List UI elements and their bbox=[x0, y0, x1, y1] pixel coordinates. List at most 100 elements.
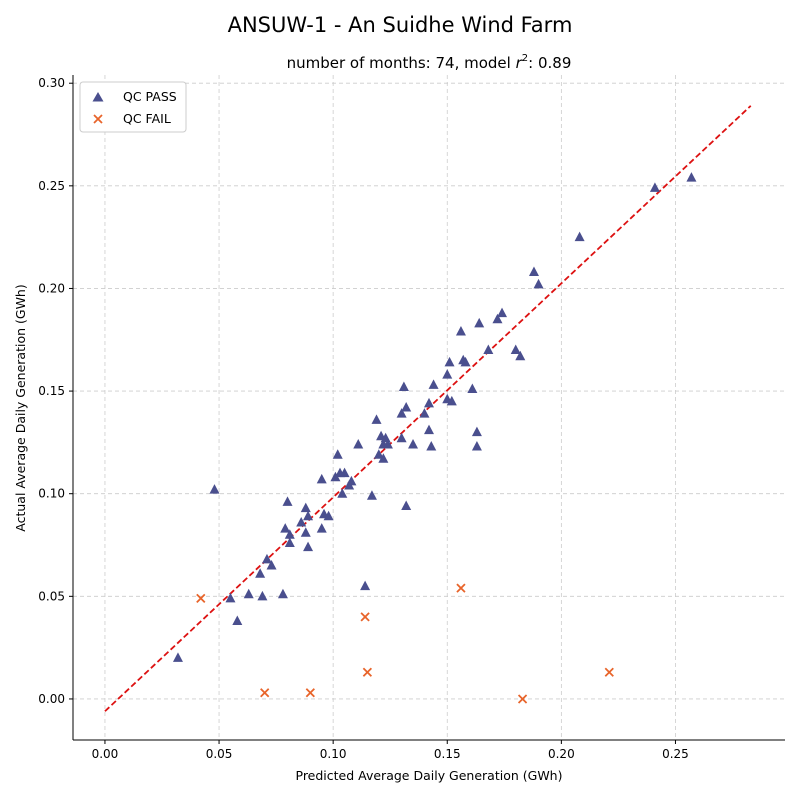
qc-fail-point bbox=[362, 667, 373, 677]
qc-pass-point bbox=[282, 496, 293, 506]
qc-pass-point bbox=[303, 541, 314, 552]
qc-pass-point bbox=[492, 313, 503, 324]
qc-fail-point bbox=[360, 612, 370, 622]
x-tick-label: 0.20 bbox=[548, 747, 575, 761]
qc-pass-point bbox=[266, 560, 277, 570]
y-tick-label: 0.05 bbox=[38, 589, 65, 603]
legend: QC PASS QC FAIL bbox=[79, 81, 187, 133]
qc-pass-point bbox=[446, 395, 457, 406]
fit-line bbox=[104, 105, 752, 712]
qc-pass-point bbox=[382, 438, 393, 449]
qc-pass-point bbox=[510, 344, 521, 355]
qc-pass-point bbox=[455, 326, 466, 336]
qc-pass-point bbox=[515, 350, 526, 361]
qc-pass-point bbox=[378, 453, 389, 463]
qc-pass-point bbox=[337, 488, 348, 498]
qc-pass-point bbox=[467, 383, 478, 394]
y-tick-label: 0.20 bbox=[38, 281, 65, 295]
qc-pass-point bbox=[225, 592, 236, 603]
qc-pass-point bbox=[396, 408, 407, 418]
qc-pass-point bbox=[649, 182, 660, 192]
qc-pass-point bbox=[243, 588, 254, 599]
qc-pass-point bbox=[303, 510, 314, 521]
qc-pass-point bbox=[424, 397, 434, 408]
qc-pass-point bbox=[419, 408, 430, 418]
qc-pass-point bbox=[353, 438, 364, 449]
qc-pass-point bbox=[574, 231, 585, 242]
chart-subtitle: number of months: 74, model r2: 0.89 bbox=[287, 53, 572, 72]
qc-pass-point bbox=[360, 580, 371, 591]
x-axis-label: Predicted Average Daily Generation (GWh) bbox=[296, 768, 563, 783]
qc-pass-point bbox=[316, 523, 327, 533]
qc-pass-point bbox=[533, 278, 544, 289]
x-ticks: 0.00 0.05 0.10 0.15 0.20 0.25 bbox=[92, 740, 689, 761]
qc-pass-point bbox=[428, 379, 439, 389]
qc-pass-point bbox=[408, 438, 419, 449]
qc-pass-point bbox=[474, 317, 485, 328]
qc-pass-point bbox=[396, 432, 407, 443]
qc-pass-point bbox=[346, 475, 357, 486]
y-tick-label: 0.30 bbox=[38, 76, 65, 90]
qc-pass-point bbox=[371, 414, 382, 424]
qc-pass-point bbox=[398, 381, 409, 391]
legend-label-qc-fail: QC FAIL bbox=[123, 111, 171, 126]
qc-pass-point bbox=[296, 516, 307, 527]
data-points bbox=[172, 172, 697, 704]
qc-pass-point bbox=[284, 537, 295, 547]
legend-label-qc-pass: QC PASS bbox=[123, 89, 177, 104]
qc-pass-point bbox=[300, 527, 311, 537]
qc-pass-point bbox=[323, 510, 334, 521]
x-tick-label: 0.00 bbox=[92, 747, 119, 761]
x-tick-label: 0.05 bbox=[206, 747, 233, 761]
y-tick-label: 0.25 bbox=[38, 179, 65, 193]
qc-fail-point bbox=[456, 583, 466, 593]
legend-box bbox=[79, 81, 187, 133]
qc-pass-point bbox=[257, 590, 268, 601]
qc-fail-point bbox=[517, 694, 528, 704]
qc-pass-point bbox=[497, 307, 508, 318]
qc-pass-point bbox=[528, 266, 539, 277]
qc-pass-point bbox=[284, 529, 295, 539]
qc-pass-point bbox=[366, 490, 377, 500]
qc-pass-point bbox=[277, 588, 288, 599]
qc-fail-point bbox=[604, 667, 614, 677]
qc-pass-point bbox=[172, 652, 183, 662]
x-tick-label: 0.10 bbox=[320, 747, 347, 761]
qc-pass-point bbox=[209, 484, 220, 494]
y-axis-label: Actual Average Daily Generation (GWh) bbox=[13, 284, 28, 531]
qc-pass-point bbox=[444, 356, 455, 367]
qc-pass-point bbox=[424, 424, 434, 435]
grid-lines bbox=[73, 75, 785, 740]
qc-pass-point bbox=[686, 172, 697, 182]
qc-pass-point bbox=[460, 356, 471, 367]
qc-pass-point bbox=[471, 440, 482, 451]
qc-pass-point bbox=[232, 615, 243, 625]
y-tick-label: 0.10 bbox=[38, 487, 65, 501]
qc-pass-point bbox=[339, 467, 350, 478]
qc-pass-point bbox=[483, 344, 494, 355]
x-tick-label: 0.15 bbox=[434, 747, 461, 761]
qc-pass-point bbox=[300, 502, 311, 513]
qc-pass-point bbox=[426, 440, 437, 451]
y-ticks: 0.00 0.05 0.10 0.15 0.20 0.25 0.30 bbox=[38, 76, 73, 706]
qc-fail-point bbox=[305, 688, 315, 698]
y-tick-label: 0.00 bbox=[38, 692, 65, 706]
fit-line-group bbox=[104, 105, 752, 712]
x-tick-label: 0.25 bbox=[662, 747, 689, 761]
qc-fail-point bbox=[196, 593, 206, 604]
chart-title: ANSUW-1 - An Suidhe Wind Farm bbox=[228, 13, 573, 37]
qc-pass-point bbox=[255, 568, 266, 578]
qc-fail-point bbox=[260, 688, 270, 698]
qc-pass-point bbox=[332, 449, 343, 459]
qc-pass-point bbox=[316, 473, 327, 484]
legend-marker-qc-pass bbox=[92, 92, 104, 102]
qc-pass-point bbox=[401, 500, 412, 511]
legend-marker-qc-fail bbox=[93, 114, 103, 124]
y-tick-label: 0.15 bbox=[38, 384, 65, 398]
qc-pass-point bbox=[401, 402, 412, 412]
qc-pass-point bbox=[261, 553, 272, 564]
qc-pass-point bbox=[471, 426, 482, 437]
qc-pass-point bbox=[280, 523, 291, 533]
qc-pass-point bbox=[373, 449, 384, 459]
